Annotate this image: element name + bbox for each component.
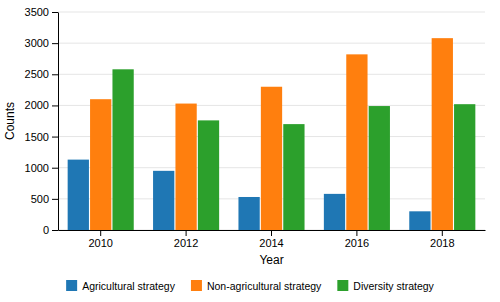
legend-swatch [337, 280, 348, 291]
x-tick-mark [271, 230, 272, 236]
y-tick: 2000 [25, 99, 58, 111]
bar [283, 124, 304, 230]
y-tick-label: 2500 [25, 68, 49, 80]
legend-item: Diversity strategy [337, 280, 434, 292]
bar [90, 99, 111, 230]
x-tick: 2010 [88, 230, 112, 249]
grid [58, 12, 485, 230]
x-tick-mark [186, 230, 187, 236]
x-tick-label: 2012 [174, 237, 198, 249]
y-tick-mark [52, 12, 58, 13]
y-tick-mark [52, 230, 58, 231]
y-tick-label: 500 [31, 193, 49, 205]
y-tick-mark [52, 199, 58, 200]
x-tick-mark [356, 230, 357, 236]
bar [409, 211, 430, 230]
y-tick-label: 3000 [25, 37, 49, 49]
x-tick-label: 2010 [88, 237, 112, 249]
bar [346, 54, 367, 230]
x-axis-title: Year [259, 253, 283, 267]
legend-swatch [191, 280, 202, 291]
bar [153, 171, 174, 230]
x-tick-label: 2016 [345, 237, 369, 249]
y-tick: 3500 [25, 6, 58, 18]
y-tick: 0 [43, 224, 58, 236]
legend-item: Agricultural strategy [66, 280, 176, 292]
x-tick: 2016 [345, 230, 369, 249]
bar [454, 104, 475, 230]
x-axis: 2010 2012 2014 2016 2018 [59, 230, 486, 249]
bar [369, 106, 390, 230]
bar [198, 120, 219, 230]
y-tick-mark [52, 168, 58, 169]
y-tick-label: 3500 [25, 6, 49, 18]
bar [238, 197, 259, 230]
x-tick: 2018 [430, 230, 454, 249]
y-tick: 500 [31, 193, 58, 205]
bar [68, 160, 89, 230]
x-tick: 2012 [174, 230, 198, 249]
grid-line [58, 43, 485, 44]
x-tick-mark [100, 230, 101, 236]
bar [261, 87, 282, 230]
y-tick-label: 2000 [25, 99, 49, 111]
y-axis-title: Counts [3, 102, 17, 140]
grid-line [58, 12, 485, 13]
x-tick-mark [442, 230, 443, 236]
chart-svg: 2010 2012 2014 2016 2018 0 500 1000 1500 2000 2500… [0, 0, 500, 302]
x-tick-label: 2018 [430, 237, 454, 249]
legend: Agricultural strategy Non-agricultural st… [66, 280, 434, 292]
legend-label: Non-agricultural strategy [207, 280, 322, 292]
y-tick-label: 0 [43, 224, 49, 236]
y-tick: 2500 [25, 68, 58, 80]
bar [175, 104, 196, 230]
y-axis-line [58, 13, 59, 231]
y-tick-mark [52, 137, 58, 138]
y-tick-mark [52, 43, 58, 44]
bar [324, 194, 345, 230]
chart-container: 2010 2012 2014 2016 2018 0 500 1000 1500 2000 2500… [0, 0, 500, 302]
y-tick-label: 1000 [25, 162, 49, 174]
legend-swatch [66, 280, 77, 291]
bar-series [90, 38, 453, 230]
plot-area [68, 38, 476, 230]
bar-series [112, 69, 475, 230]
x-tick-label: 2014 [259, 237, 283, 249]
bar [432, 38, 453, 230]
y-tick-label: 1500 [25, 131, 49, 143]
x-tick: 2014 [259, 230, 283, 249]
y-axis: 0 500 1000 1500 2000 2500 3000 3500 [25, 6, 59, 236]
y-tick-mark [52, 105, 58, 106]
y-tick: 1500 [25, 131, 58, 143]
legend-item: Non-agricultural strategy [191, 280, 322, 292]
legend-label: Agricultural strategy [82, 280, 176, 292]
legend-label: Diversity strategy [353, 280, 434, 292]
bar [112, 69, 133, 230]
y-tick: 1000 [25, 162, 58, 174]
y-tick-mark [52, 74, 58, 75]
y-tick: 3000 [25, 37, 58, 49]
